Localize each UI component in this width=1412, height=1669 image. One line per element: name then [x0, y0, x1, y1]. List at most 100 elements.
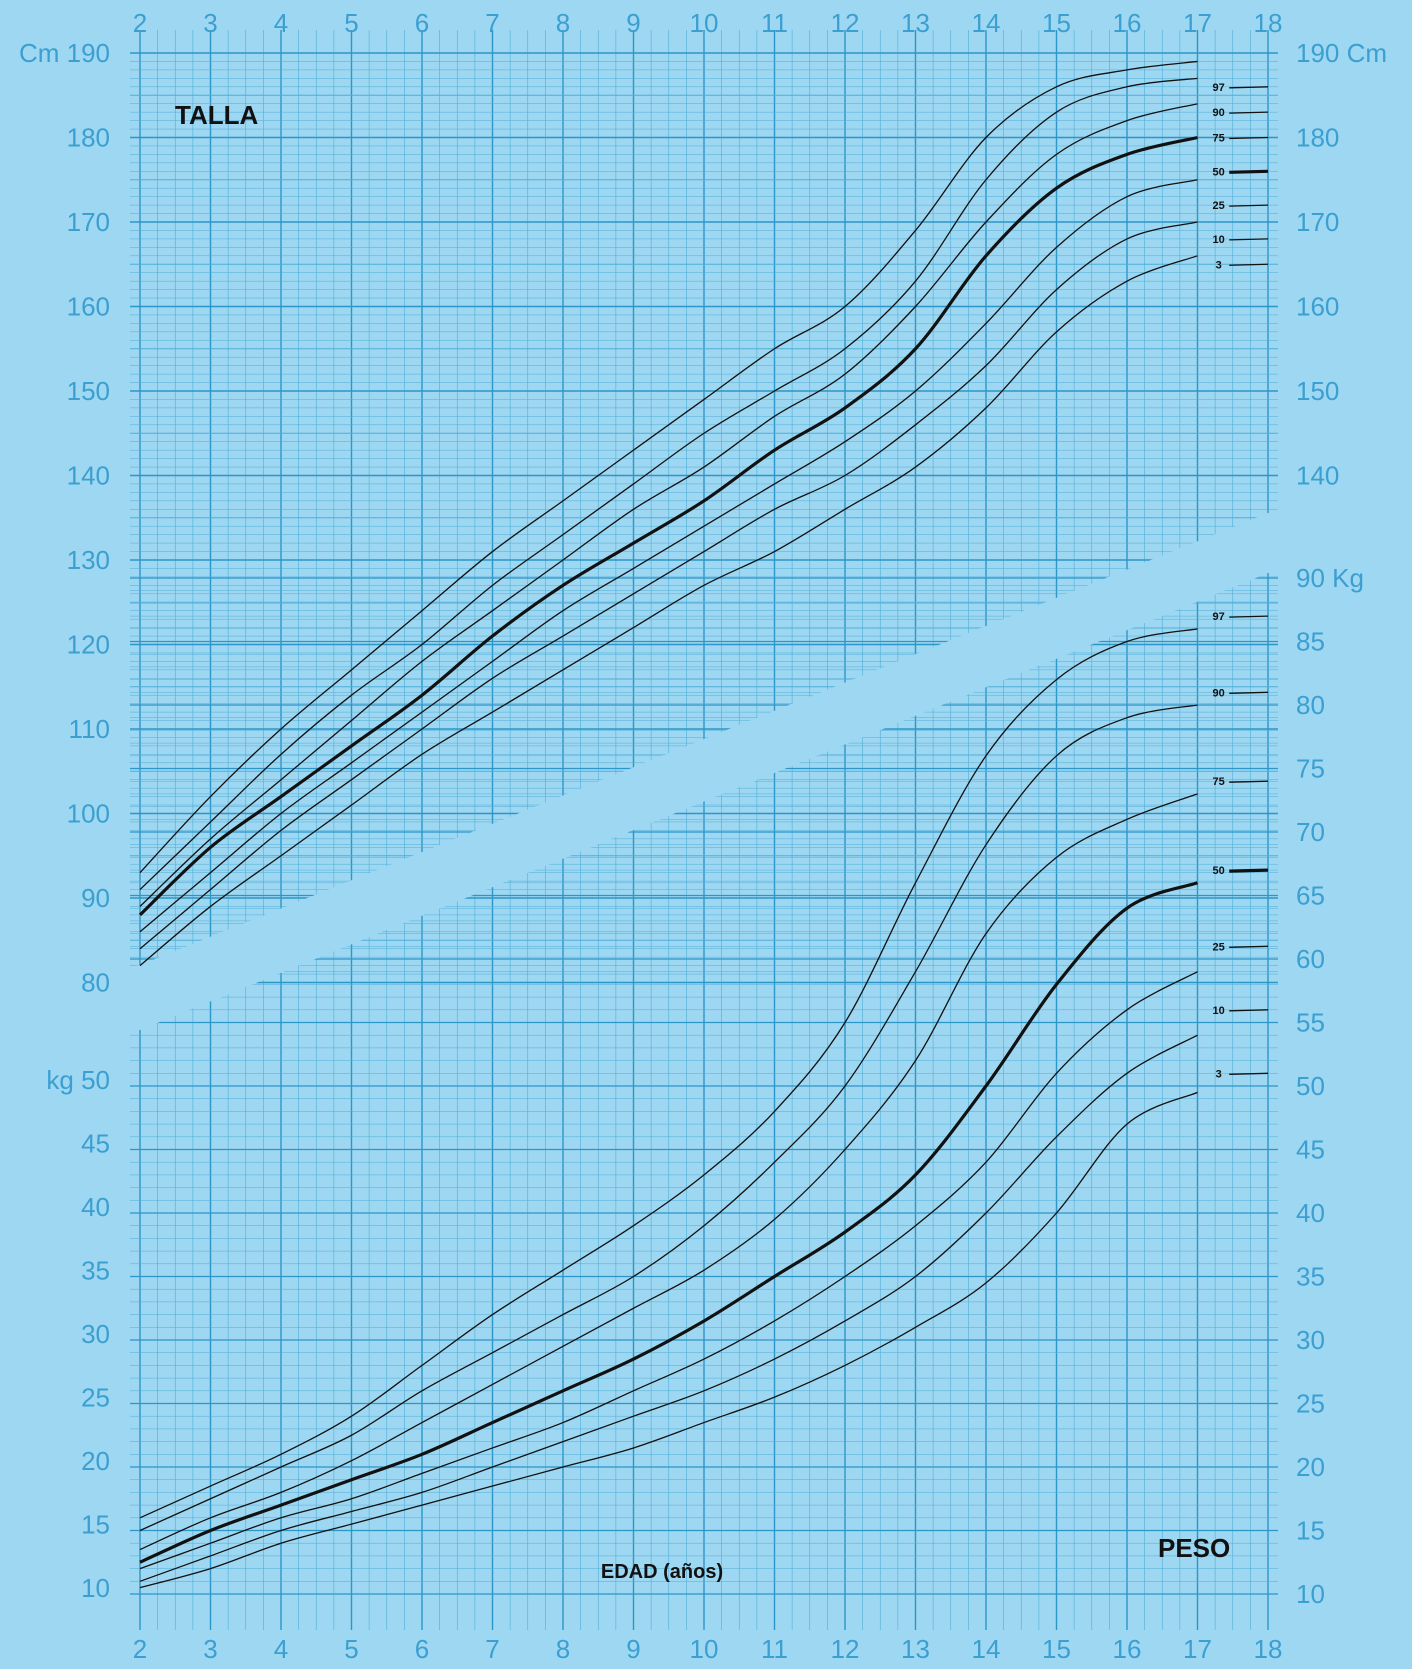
- talla-tail-p97: [1229, 86, 1269, 89]
- talla-tail-p10: [1229, 238, 1269, 241]
- peso-tail-p97: [1229, 615, 1269, 618]
- age-tick-top: 3: [203, 8, 217, 38]
- age-tick-top: 13: [901, 8, 930, 38]
- talla-right-tick: 160: [1296, 292, 1339, 322]
- peso-right-tick: 35: [1296, 1262, 1325, 1292]
- age-tick-top: 16: [1113, 8, 1142, 38]
- peso-left-tick: 30: [81, 1319, 110, 1349]
- age-tick-top: 18: [1254, 8, 1283, 38]
- peso-tail-p10: [1229, 1009, 1269, 1012]
- peso-right-tick: 10: [1296, 1579, 1325, 1609]
- peso-left-tick: 20: [81, 1446, 110, 1476]
- talla-label-p90: 90: [1213, 107, 1225, 119]
- peso-tail-p90: [1229, 691, 1269, 694]
- age-tick-top: 17: [1183, 8, 1212, 38]
- talla-left-tick: 90: [81, 883, 110, 913]
- peso-right-tick: 25: [1296, 1389, 1325, 1419]
- age-tick-bottom: 6: [415, 1634, 429, 1664]
- peso-label-p3: 3: [1216, 1068, 1222, 1080]
- talla-left-tick: 100: [67, 799, 110, 829]
- talla-left-tick: 170: [67, 207, 110, 237]
- peso-left-tick: 35: [81, 1256, 110, 1286]
- age-tick-bottom: 8: [556, 1634, 570, 1664]
- talla-label-p97: 97: [1213, 82, 1225, 94]
- peso-tail-p75: [1229, 780, 1269, 783]
- peso-title: PESO: [1158, 1533, 1230, 1563]
- talla-left-tick: 120: [67, 630, 110, 660]
- age-tick-top: 10: [690, 8, 719, 38]
- peso-right-tick: 50: [1296, 1071, 1325, 1101]
- peso-label-p90: 90: [1213, 687, 1225, 699]
- peso-label-p25: 25: [1213, 941, 1225, 953]
- talla-left-tick: 110: [69, 714, 110, 744]
- age-tick-bottom: 15: [1042, 1634, 1071, 1664]
- peso-right-tick: 70: [1296, 817, 1325, 847]
- peso-right-tick: 15: [1296, 1516, 1325, 1546]
- talla-label-p50: 50: [1213, 166, 1225, 178]
- peso-tail-p25: [1229, 945, 1269, 948]
- talla-left-tick: 150: [67, 376, 110, 406]
- talla-curve-p90: [139, 77, 1198, 891]
- peso-right-tick: 30: [1296, 1325, 1325, 1355]
- peso-label-p97: 97: [1213, 611, 1225, 623]
- peso-right-tick: 65: [1296, 881, 1325, 911]
- talla-label-p10: 10: [1213, 234, 1225, 246]
- talla-left-tick: 180: [67, 123, 110, 153]
- talla-curve-p75: [139, 103, 1198, 907]
- peso-curve-p50: [139, 881, 1199, 1564]
- talla-left-tick: Cm 190: [19, 38, 110, 68]
- talla-curve-p25: [139, 179, 1198, 933]
- x-axis-label: EDAD (años): [601, 1561, 723, 1583]
- talla-right-tick: 140: [1296, 461, 1339, 491]
- peso-tail-p3: [1229, 1072, 1269, 1075]
- talla-left-tick: 80: [81, 968, 110, 998]
- peso-right-tick: 85: [1296, 627, 1325, 657]
- peso-curve-p10: [139, 1034, 1198, 1582]
- age-tick-top: 8: [556, 8, 570, 38]
- talla-curve-p10: [139, 221, 1198, 950]
- peso-label-p10: 10: [1213, 1005, 1225, 1017]
- peso-right-tick: 80: [1296, 690, 1325, 720]
- talla-label-p75: 75: [1213, 133, 1225, 145]
- age-tick-bottom: 7: [485, 1634, 499, 1664]
- peso-left-tick: 15: [81, 1510, 110, 1540]
- peso-right-tick: 75: [1296, 754, 1325, 784]
- peso-left-tick: 45: [81, 1129, 110, 1159]
- age-tick-top: 6: [415, 8, 429, 38]
- percentile-curves: [138, 60, 1269, 1589]
- peso-label-p50: 50: [1213, 865, 1225, 877]
- age-tick-bottom: 11: [761, 1634, 788, 1664]
- peso-right-tick: 45: [1296, 1135, 1325, 1165]
- diagonal-separator: [0, 480, 1412, 1040]
- peso-curve-p97: [139, 628, 1198, 1519]
- age-tick-bottom: 17: [1183, 1634, 1212, 1664]
- age-tick-top: 12: [831, 8, 860, 38]
- age-tick-top: 2: [133, 8, 147, 38]
- age-tick-bottom: 3: [203, 1634, 217, 1664]
- chart-labels: 9790755025103979075502510322334455667788…: [19, 8, 1387, 1664]
- talla-label-p25: 25: [1213, 200, 1225, 212]
- peso-right-tick: 55: [1296, 1008, 1325, 1038]
- age-tick-top: 11: [761, 8, 788, 38]
- talla-tail-p90: [1229, 111, 1269, 114]
- talla-right-tick: 150: [1296, 376, 1339, 406]
- talla-tail-p25: [1229, 204, 1269, 207]
- talla-left-tick: 160: [67, 292, 110, 322]
- age-tick-top: 14: [972, 8, 1001, 38]
- age-tick-top: 5: [344, 8, 358, 38]
- peso-left-tick: 40: [81, 1192, 110, 1222]
- talla-label-p3: 3: [1216, 259, 1222, 271]
- peso-curve-p3: [139, 1091, 1198, 1589]
- separator-band: [0, 480, 1412, 1040]
- grid: [130, 30, 1278, 1630]
- talla-title: TALLA: [175, 100, 258, 130]
- talla-tail-p50: [1229, 169, 1269, 174]
- peso-curve-p75: [139, 793, 1198, 1551]
- age-tick-top: 15: [1042, 8, 1071, 38]
- talla-tail-p3: [1229, 263, 1269, 266]
- peso-label-p75: 75: [1213, 776, 1225, 788]
- peso-tail-p50: [1229, 868, 1269, 873]
- talla-right-tick: 190 Cm: [1296, 38, 1387, 68]
- age-tick-bottom: 12: [831, 1634, 860, 1664]
